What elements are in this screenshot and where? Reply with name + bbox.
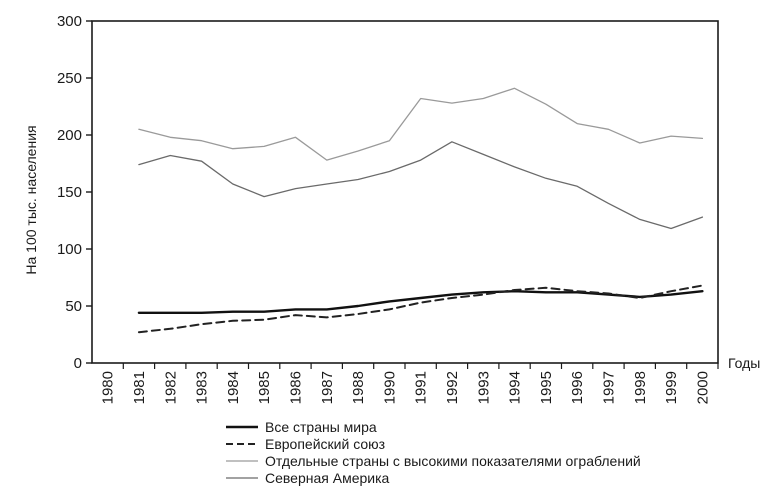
y-tick-label: 300	[57, 13, 82, 30]
legend-label-4: Северная Америка	[265, 470, 390, 486]
x-tick-label: 1997	[600, 371, 617, 404]
plot-area: 0 50 100 150 200 250 300 1980 1981 1982 1983 1984 19…	[57, 13, 719, 404]
x-tick-label: 1998	[632, 371, 649, 404]
y-tick-label: 200	[57, 127, 82, 144]
x-tick-label: 1993	[475, 371, 492, 404]
y-tick-label: 50	[65, 298, 82, 315]
x-tick-label: 1981	[131, 371, 148, 404]
x-tick-label: 1995	[538, 371, 555, 404]
x-tick-label: 1999	[663, 371, 680, 404]
legend-label-3: Отдельные страны с высокими показателями…	[265, 453, 641, 469]
y-tick-label: 100	[57, 241, 82, 258]
legend-label-1: Все страны мира	[265, 419, 377, 435]
x-tick-label: 1992	[444, 371, 461, 404]
x-tick-label: 1988	[350, 371, 367, 404]
x-tick-label: 1987	[319, 371, 336, 404]
x-tick-label: 1985	[256, 371, 273, 404]
legend-label-2: Европейский союз	[265, 436, 385, 452]
x-tick-label: 1986	[287, 371, 304, 404]
x-tick-label: 1990	[381, 371, 398, 404]
y-tick-label: 150	[57, 184, 82, 201]
x-tick-label: 1980	[100, 371, 117, 404]
series-line-3	[138, 87, 704, 161]
x-tick-label: 1996	[569, 371, 586, 404]
x-tick-label: 1982	[162, 371, 179, 404]
x-tick-label: 1983	[194, 371, 211, 404]
x-tick-label: 2000	[694, 371, 711, 404]
series-line-2	[137, 284, 704, 334]
series-line-4	[138, 141, 704, 230]
x-tick-label: 1984	[225, 371, 242, 404]
y-axis-title: На 100 тыс. населения	[23, 125, 39, 274]
x-axis-title: Годы	[728, 355, 760, 371]
series-line-1	[137, 290, 704, 314]
y-tick-label: 0	[74, 355, 82, 372]
x-tick-label: 1991	[413, 371, 430, 404]
x-tick-label: 1994	[507, 371, 524, 404]
y-tick-label: 250	[57, 70, 82, 87]
